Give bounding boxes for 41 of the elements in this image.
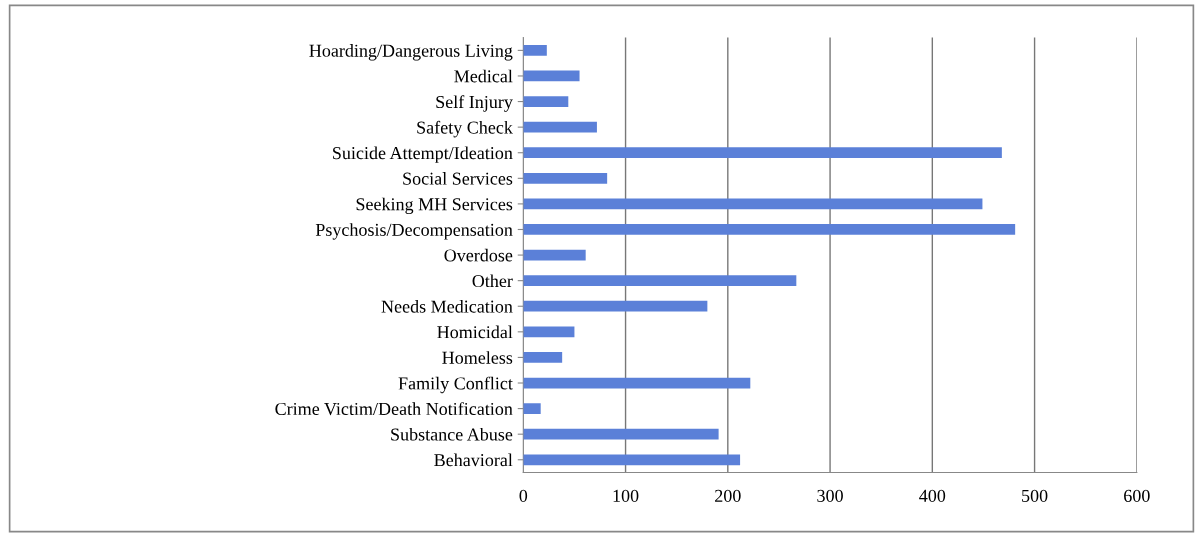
y-tick-label: Behavioral xyxy=(434,453,513,467)
x-tick-label: 200 xyxy=(715,489,741,502)
y-tick-label: Substance Abuse xyxy=(391,427,513,441)
bar xyxy=(523,352,563,363)
bar xyxy=(523,249,586,261)
y-tick-label: Family Conflict xyxy=(398,376,513,394)
bar xyxy=(523,326,575,338)
bar xyxy=(523,45,547,56)
x-tick-label: 300 xyxy=(817,489,843,502)
y-tick-label: Social Services xyxy=(403,172,513,185)
x-tick-label: 500 xyxy=(1022,489,1048,502)
y-tick-label: Overdose xyxy=(444,248,513,262)
y-tick-label: Suicide Attempt/Ideation xyxy=(333,146,513,163)
bar xyxy=(523,275,797,287)
y-tick-label: Medical xyxy=(454,69,513,83)
bar xyxy=(523,454,741,466)
bar xyxy=(523,198,983,210)
bar xyxy=(523,300,708,312)
bar xyxy=(523,224,1016,235)
bar xyxy=(523,147,1002,159)
y-tick-label: Other xyxy=(472,274,513,288)
y-tick-label: Homicidal xyxy=(437,325,513,339)
x-tick-label: 100 xyxy=(613,489,639,502)
bar xyxy=(523,121,597,133)
x-tick-label: 400 xyxy=(919,489,946,502)
bar xyxy=(523,172,608,184)
x-tick-label: 0 xyxy=(519,489,528,502)
y-tick-label: Hoarding/Dangerous Living xyxy=(309,44,513,61)
bar xyxy=(523,403,541,414)
bar xyxy=(523,70,580,82)
y-tick-label: Homeless xyxy=(442,351,513,364)
bar xyxy=(523,377,751,389)
y-tick-label: Self Injury xyxy=(436,95,513,112)
bar xyxy=(523,428,719,440)
y-tick-label: Psychosis/Decompensation xyxy=(315,223,513,240)
y-tick-label: Crime Victim/Death Notification xyxy=(275,402,513,416)
x-tick-label: 600 xyxy=(1124,489,1150,502)
bar xyxy=(523,96,569,107)
y-tick-label: Seeking MH Services xyxy=(356,197,513,215)
y-tick-label: Safety Check xyxy=(417,120,513,138)
y-tick-label: Needs Medication xyxy=(381,299,513,313)
